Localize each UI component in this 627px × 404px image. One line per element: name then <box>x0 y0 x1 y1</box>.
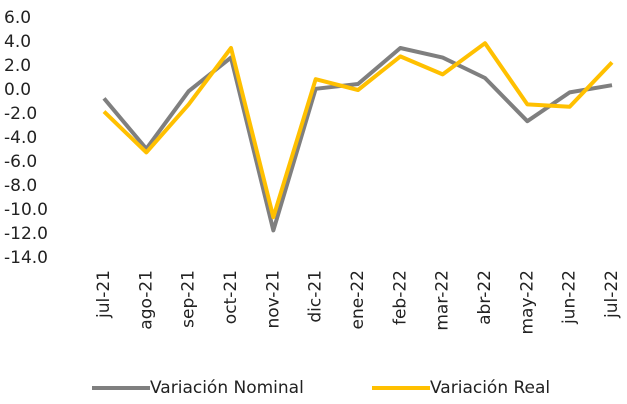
x-tick-label: oct-21 <box>221 270 241 324</box>
x-tick-label: sep-21 <box>179 270 199 328</box>
legend-label: Variación Nominal <box>150 378 304 398</box>
x-tick-label: may-22 <box>517 270 537 335</box>
y-tick-label: 0.0 <box>4 80 31 100</box>
x-tick-label: jul-22 <box>602 270 622 319</box>
x-tick-label: nov-21 <box>263 270 283 329</box>
y-tick-label: 6.0 <box>4 8 31 28</box>
series-line <box>102 41 614 220</box>
y-tick-label: -10.0 <box>4 200 48 220</box>
y-tick-label: -8.0 <box>4 176 37 196</box>
series-line <box>102 46 613 233</box>
y-tick-label: -12.0 <box>4 224 48 244</box>
x-tick-label: mar-22 <box>433 270 453 331</box>
y-tick-label: -4.0 <box>4 128 37 148</box>
x-tick-label: ago-21 <box>136 270 156 330</box>
legend-label: Variación Real <box>430 378 550 398</box>
x-tick-label: ene-22 <box>348 270 368 329</box>
y-tick-label: 2.0 <box>4 56 31 76</box>
x-tick-label: feb-22 <box>390 270 410 325</box>
y-tick-label: -14.0 <box>4 248 48 268</box>
y-tick-label: 4.0 <box>4 32 31 52</box>
y-tick-label: -6.0 <box>4 152 37 172</box>
y-tick-label: -2.0 <box>4 104 37 124</box>
x-tick-label: jun-22 <box>560 270 580 325</box>
x-tick-label: dic-21 <box>306 270 326 323</box>
x-tick-label: abr-22 <box>475 270 495 325</box>
x-tick-label: jul-21 <box>94 270 114 319</box>
